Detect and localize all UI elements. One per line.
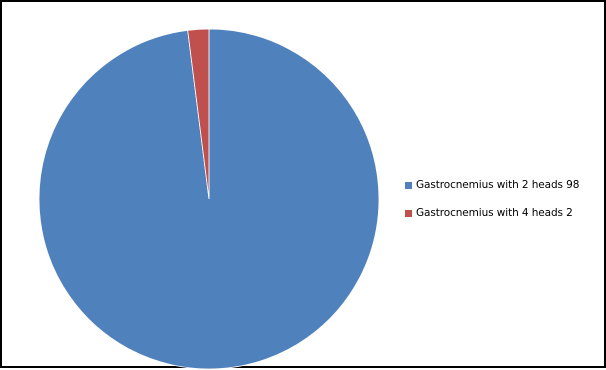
legend-swatch	[405, 181, 412, 189]
legend-label: Gastrocnemius with 2 heads 98	[416, 179, 580, 191]
legend-item: Gastrocnemius with 2 heads 98	[405, 178, 579, 192]
pie-slice-2	[187, 28, 210, 200]
legend: Gastrocnemius with 2 heads 98 Gastrocnem…	[405, 178, 579, 234]
legend-swatch	[405, 209, 412, 217]
legend-item: Gastrocnemius with 4 heads 2	[405, 206, 579, 220]
legend-label: Gastrocnemius with 4 heads 2	[416, 207, 573, 219]
